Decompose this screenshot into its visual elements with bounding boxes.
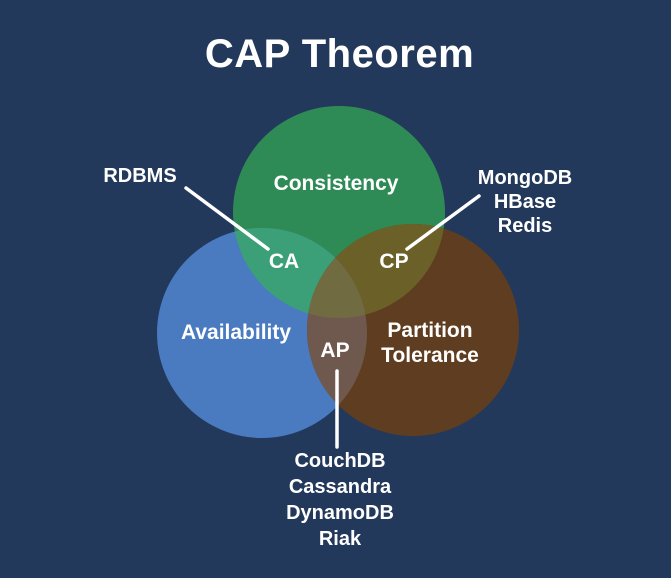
availability-label: Availability bbox=[180, 321, 292, 344]
ap-example-item: Riak bbox=[318, 528, 362, 550]
cp-examples-annotation: MongoDB HBase Redis bbox=[478, 166, 572, 238]
cp-example-item: Redis bbox=[497, 215, 553, 237]
cp-example-item: HBase bbox=[493, 191, 557, 213]
ca-label: CA bbox=[268, 250, 300, 273]
cp-example-item: MongoDB bbox=[477, 167, 573, 189]
ap-example-item: Cassandra bbox=[288, 476, 392, 498]
partition-tolerance-label: Partition Tolerance bbox=[381, 318, 479, 368]
partition-label-line1: Partition bbox=[387, 319, 473, 342]
page-title: CAP Theorem bbox=[204, 32, 475, 76]
cp-overlap-region bbox=[307, 224, 445, 318]
ap-example-item: DynamoDB bbox=[286, 502, 394, 524]
ap-examples-annotation: CouchDB Cassandra DynamoDB Riak bbox=[286, 448, 394, 552]
ap-example-item: CouchDB bbox=[294, 450, 386, 472]
consistency-label: Consistency bbox=[273, 172, 399, 195]
ca-overlap-region bbox=[233, 228, 367, 318]
ap-label: AP bbox=[320, 339, 350, 362]
rdbms-pointer-line bbox=[184, 186, 270, 251]
cp-label: CP bbox=[379, 250, 409, 273]
partition-label-line2: Tolerance bbox=[381, 344, 479, 367]
cp-pointer-line bbox=[405, 194, 481, 251]
rdbms-annotation: RDBMS bbox=[103, 165, 177, 187]
